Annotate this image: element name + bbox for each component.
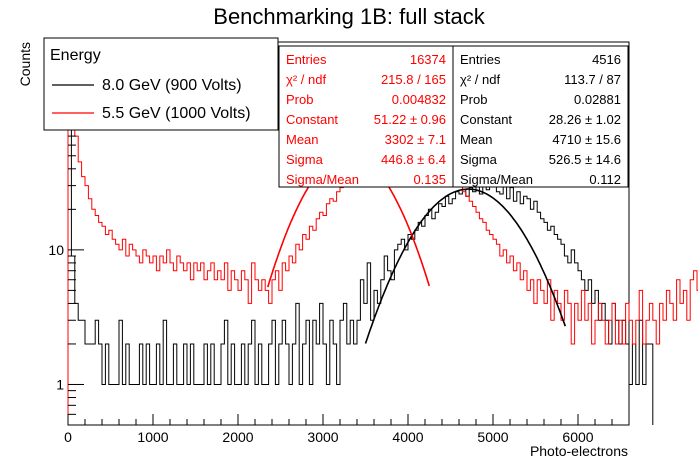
x-axis-title: Photo-electrons [530,443,628,459]
stats-box-8gev-frame [452,45,629,188]
stat-value: 446.8 ± 6.4 [381,152,446,167]
x-tick-label: 2000 [222,429,253,445]
stat-label: χ² / ndf [460,72,500,87]
x-tick-label: 1000 [137,429,168,445]
stat-label: Prob [460,92,487,107]
gaussian-fit-0 [364,188,567,344]
x-axis-ticks: 0 1000 2000 3000 4000 5000 6000 [64,414,630,445]
stats-box-8gev: Entries 4516 χ² / ndf 113.7 / 87 Prob 0.02881… [452,45,629,188]
stat-value: 16374 [410,52,446,67]
stat-label: Constant [460,112,512,127]
stat-label: Sigma/Mean [286,172,359,187]
legend-title: Energy [50,47,101,64]
stats-box-5-5gev-frame [278,45,454,188]
stat-value: 113.7 / 87 [564,72,621,87]
stat-label: Sigma [286,152,324,167]
x-tick-label: 5000 [477,429,508,445]
legend: Energy 8.0 GeV (900 Volts) 5.5 GeV (1000… [43,37,279,131]
stat-value: 0.004832 [392,92,446,107]
x-tick-label: 3000 [307,429,338,445]
x-tick-label: 4000 [392,429,423,445]
stat-value: 28.26 ± 1.02 [549,112,621,127]
legend-entry-5-5gev: 5.5 GeV (1000 Volts) [102,105,251,122]
histogram-series-0 [67,74,654,425]
stat-value: 0.135 [413,172,446,187]
stat-label: Entries [286,52,327,67]
legend-entry-8gev: 8.0 GeV (900 Volts) [102,77,242,94]
chart-title: Benchmarking 1B: full stack [213,4,485,29]
stat-value: 526.5 ± 14.6 [549,152,621,167]
stat-value: 3302 ± 7.1 [385,132,446,147]
stat-value: 0.02881 [574,92,621,107]
stat-value: 4516 [592,52,621,67]
stats-box-5-5gev: Entries 16374 χ² / ndf 215.8 / 165 Prob 0.004… [278,45,454,188]
y-axis-title: Counts [17,42,33,86]
stat-value: 215.8 / 165 [381,72,446,87]
stat-value: 4710 ± 15.6 [552,132,621,147]
legend-box [43,37,279,131]
stat-label: Mean [286,132,319,147]
stat-value: 0.112 [589,172,621,187]
y-tick-label: 1 [56,376,64,392]
stat-value: 51.22 ± 0.96 [374,112,446,127]
stat-label: Mean [460,132,493,147]
stat-label: χ² / ndf [286,72,326,87]
x-tick-label: 6000 [562,429,593,445]
x-tick-label: 0 [64,429,72,445]
stat-label: Entries [460,52,501,67]
y-tick-label: 10 [48,242,64,258]
stat-label: Prob [286,92,313,107]
stat-label: Sigma/Mean [460,172,533,187]
stat-label: Constant [286,112,338,127]
stat-label: Sigma [460,152,498,167]
